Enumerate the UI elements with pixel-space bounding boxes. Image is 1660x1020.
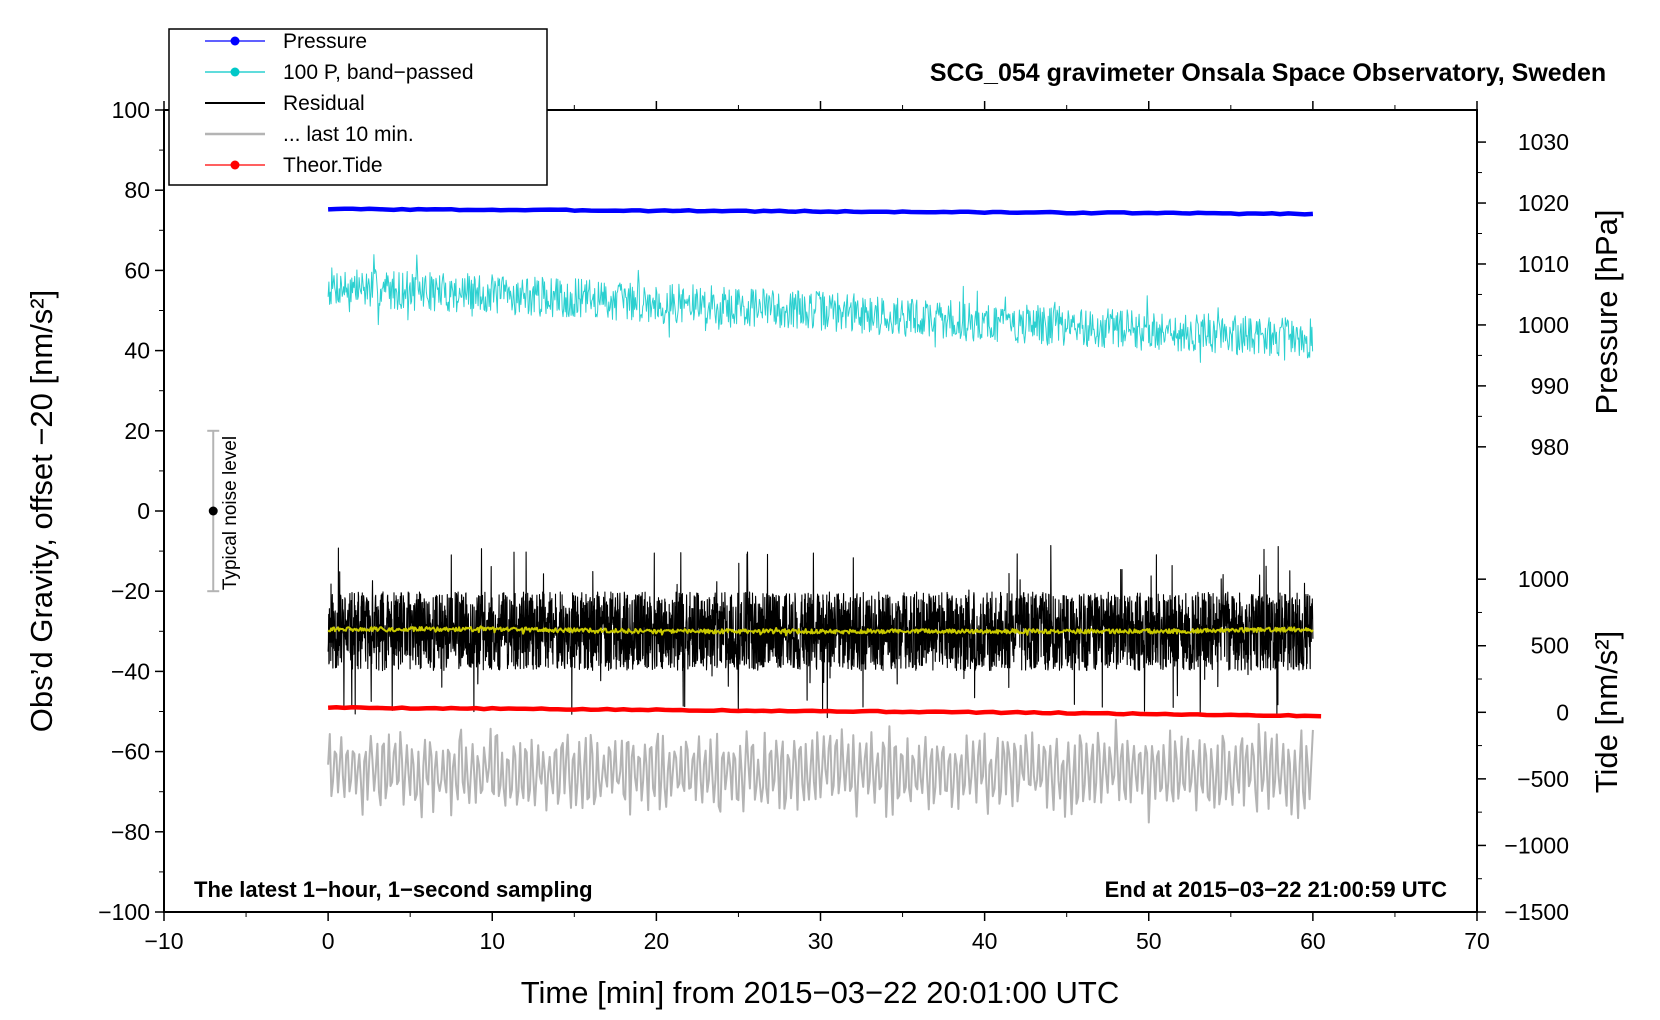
- y-tick-label: −100: [98, 899, 150, 925]
- x-axis-title: Time [min] from 2015−03−22 20:01:00 UTC: [521, 975, 1120, 1010]
- tide-tick-label: 500: [1531, 633, 1569, 659]
- legend-label: Theor.Tide: [283, 154, 383, 177]
- series-line-pressure: [327, 206, 1314, 217]
- y-tick-label: −20: [111, 578, 150, 604]
- y-tick-label: 60: [124, 257, 150, 283]
- legend-box: [168, 28, 548, 186]
- tide-tick-label: 1000: [1518, 566, 1569, 592]
- noise-bar-label: Typical noise level: [220, 436, 241, 590]
- tide-tick-label: −500: [1517, 766, 1569, 792]
- x-tick-label: 10: [479, 928, 505, 954]
- y-tick-label: 0: [137, 498, 150, 524]
- legend-label: Residual: [283, 92, 365, 115]
- x-tick-label: 40: [972, 928, 998, 954]
- y-axis-pressure-title: Pressure [hPa]: [1589, 209, 1624, 414]
- legend-label: ... last 10 min.: [283, 123, 414, 146]
- tide-tick-label: 0: [1556, 699, 1569, 725]
- x-tick-label: 20: [644, 928, 670, 954]
- noise-bar-center-dot: [208, 506, 218, 516]
- y-axis-tide: 1000 500 0 −500 −1000 −1500: [1477, 566, 1569, 925]
- legend-marker: [230, 160, 240, 170]
- y-tick-label: 20: [124, 418, 150, 444]
- y-axis-pressure: 1030 1020 1010 1000 990 980: [1477, 129, 1569, 460]
- y-axis-left: 100 80 60 40 20 0 −20 −40 −60 −80 −100: [98, 97, 164, 925]
- noise-bar: Typical noise level: [207, 429, 241, 593]
- chart-title: SCG_054 gravimeter Onsala Space Observat…: [930, 59, 1606, 87]
- legend: Pressure 100 P, band−passed Residual ... la…: [168, 28, 548, 186]
- series-line-residual-smoothed: [327, 625, 1314, 637]
- series-line-last-10-min: [327, 718, 1314, 824]
- y-tick-label: 100: [112, 97, 150, 123]
- series-line-residual: [327, 544, 1314, 719]
- y-axis-left-title: Obs’d Gravity, offset −20 [nm/s²]: [24, 290, 59, 733]
- pressure-tick-label: 980: [1531, 434, 1569, 460]
- legend-label: Pressure: [283, 30, 367, 53]
- series-line-theor-tide: [327, 704, 1322, 719]
- series-layer: [327, 206, 1322, 824]
- x-tick-label: 30: [808, 928, 834, 954]
- tide-tick-label: −1000: [1504, 832, 1569, 858]
- annotation-bottom-right: End at 2015−03−22 21:00:59 UTC: [1105, 877, 1448, 902]
- y-tick-label: −60: [111, 739, 150, 765]
- pressure-tick-label: 1000: [1518, 312, 1569, 338]
- y-tick-label: 80: [124, 177, 150, 203]
- pressure-tick-label: 1030: [1518, 129, 1569, 155]
- pressure-tick-label: 990: [1531, 373, 1569, 399]
- y-axis-tide-title: Tide [nm/s²]: [1589, 631, 1624, 794]
- pressure-tick-label: 1010: [1518, 251, 1569, 277]
- legend-marker: [230, 36, 240, 46]
- y-tick-label: −40: [111, 658, 150, 684]
- y-tick-label: 40: [124, 338, 150, 364]
- x-tick-label: 50: [1136, 928, 1162, 954]
- x-tick-label: −10: [144, 928, 183, 954]
- y-tick-label: −80: [111, 819, 150, 845]
- legend-label: 100 P, band−passed: [283, 61, 474, 84]
- annotation-bottom-left: The latest 1−hour, 1−second sampling: [194, 877, 593, 902]
- x-tick-label: 60: [1300, 928, 1326, 954]
- pressure-tick-label: 1020: [1518, 190, 1569, 216]
- series-line-100-p-band-passed: [327, 254, 1314, 363]
- x-axis: −10 0 10 20 30 40 50 60 70: [144, 101, 1490, 954]
- tide-tick-label: −1500: [1504, 899, 1569, 925]
- legend-marker: [230, 67, 240, 77]
- x-tick-label: 0: [322, 928, 335, 954]
- x-tick-label: 70: [1464, 928, 1490, 954]
